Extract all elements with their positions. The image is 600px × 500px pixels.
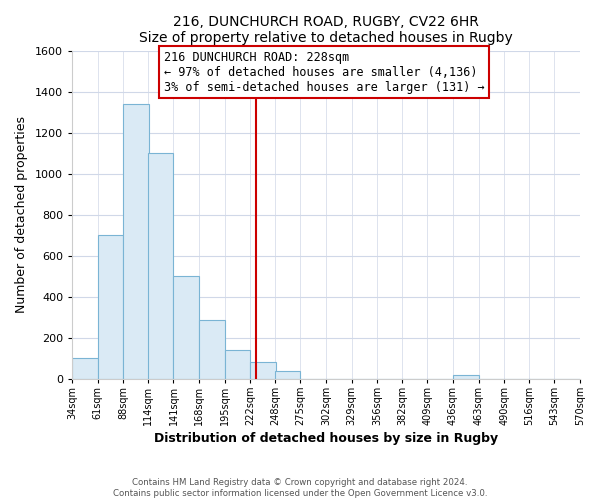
X-axis label: Distribution of detached houses by size in Rugby: Distribution of detached houses by size …: [154, 432, 498, 445]
Bar: [199, 320, 224, 378]
Bar: [148, 153, 173, 378]
Bar: [173, 276, 199, 378]
Bar: [275, 372, 301, 378]
Text: 216 DUNCHURCH ROAD: 228sqm
← 97% of detached houses are smaller (4,136)
3% of se: 216 DUNCHURCH ROAD: 228sqm ← 97% of deta…: [164, 50, 484, 94]
Bar: [250, 362, 276, 378]
Title: 216, DUNCHURCH ROAD, RUGBY, CV22 6HR
Size of property relative to detached house: 216, DUNCHURCH ROAD, RUGBY, CV22 6HR Siz…: [139, 15, 513, 45]
Bar: [123, 104, 149, 378]
Bar: [72, 358, 98, 378]
Bar: [98, 235, 123, 378]
Bar: [224, 350, 250, 378]
Bar: [453, 374, 479, 378]
Y-axis label: Number of detached properties: Number of detached properties: [15, 116, 28, 313]
Text: Contains HM Land Registry data © Crown copyright and database right 2024.
Contai: Contains HM Land Registry data © Crown c…: [113, 478, 487, 498]
